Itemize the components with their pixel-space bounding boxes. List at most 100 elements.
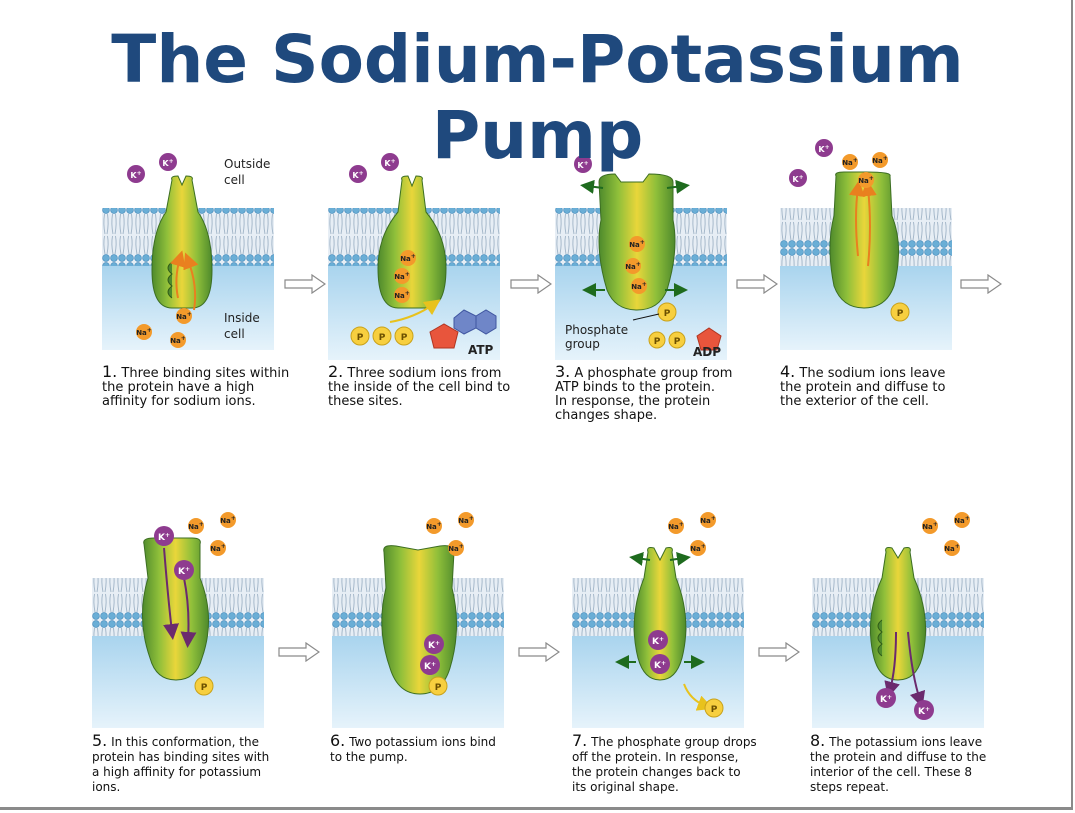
svg-text:K+: K+ xyxy=(428,640,440,651)
adp-molecule: P P ADP xyxy=(648,327,722,359)
sodium-ion: Na+ xyxy=(394,287,410,303)
potassium-ion: K+ xyxy=(159,153,177,171)
svg-text:Na+: Na+ xyxy=(954,515,970,525)
sodium-ion: Na+ xyxy=(858,172,874,188)
svg-text:P: P xyxy=(711,705,718,715)
step-8-caption: 8. The potassium ions leave the protein … xyxy=(810,731,987,795)
step-number: 8. xyxy=(810,731,826,750)
step-number: 1. xyxy=(102,362,118,381)
sodium-ion: Na+ xyxy=(842,154,858,170)
phosphate-label-2: group xyxy=(565,337,600,351)
svg-text:K+: K+ xyxy=(652,636,664,647)
svg-text:Na+: Na+ xyxy=(426,521,442,531)
sodium-ion: Na+ xyxy=(136,324,152,340)
phosphate-released: P xyxy=(704,698,724,718)
svg-text:K+: K+ xyxy=(880,694,892,705)
sodium-ion: Na+ xyxy=(922,518,938,534)
svg-text:K+: K+ xyxy=(162,158,173,168)
svg-text:Na+: Na+ xyxy=(872,155,888,165)
svg-text:P: P xyxy=(664,309,671,319)
svg-text:Na+: Na+ xyxy=(668,521,684,531)
sodium-ion: Na+ xyxy=(944,540,960,556)
potassium-ion: K+ xyxy=(174,560,194,580)
svg-text:Na+: Na+ xyxy=(944,543,960,553)
svg-text:K+: K+ xyxy=(654,660,666,671)
inside-label-1: Inside xyxy=(224,311,260,325)
step-arrow-4 xyxy=(960,274,1002,294)
step-number: 3. xyxy=(555,362,571,381)
step-number: 4. xyxy=(780,362,796,381)
svg-text:P: P xyxy=(201,683,208,693)
title-line-1: The Sodium-Potassium xyxy=(111,21,964,98)
title-line-2: Pump xyxy=(431,97,644,174)
svg-text:Na+: Na+ xyxy=(136,327,152,337)
svg-text:K+: K+ xyxy=(352,170,363,180)
svg-text:K+: K+ xyxy=(818,144,829,154)
svg-text:K+: K+ xyxy=(918,706,930,717)
step-arrow-5 xyxy=(278,642,320,662)
potassium-ion: K+ xyxy=(914,700,934,720)
potassium-ion: K+ xyxy=(381,153,399,171)
step-4-caption: 4. The sodium ions leave the protein and… xyxy=(780,362,946,409)
svg-text:P: P xyxy=(897,309,904,319)
sodium-ion: Na+ xyxy=(954,512,970,528)
potassium-ion: K+ xyxy=(127,165,145,183)
phosphate-bound: P xyxy=(890,302,910,322)
atp-molecule: P P P ATP xyxy=(350,309,497,357)
svg-text:K+: K+ xyxy=(424,661,436,672)
sodium-ion: Na+ xyxy=(448,540,464,556)
step-number: 7. xyxy=(572,731,588,750)
sodium-ion: Na+ xyxy=(872,152,888,168)
svg-text:Na+: Na+ xyxy=(629,239,645,249)
svg-text:Na+: Na+ xyxy=(400,253,416,263)
sodium-ion: Na+ xyxy=(631,278,647,294)
svg-text:Na+: Na+ xyxy=(394,290,410,300)
sodium-ion: Na+ xyxy=(188,518,204,534)
step-1-diagram: Outside cell Inside cell K+ K+ Na+ Na+ N… xyxy=(102,150,274,350)
potassium-ion: K+ xyxy=(650,654,670,674)
step-number: 2. xyxy=(328,362,344,381)
sodium-ion: Na+ xyxy=(210,540,226,556)
potassium-ion: K+ xyxy=(789,169,807,187)
svg-text:P: P xyxy=(401,333,408,343)
sodium-ion: Na+ xyxy=(690,540,706,556)
step-7-caption: 7. The phosphate group drops off the pro… xyxy=(572,731,757,795)
svg-text:Na+: Na+ xyxy=(210,543,226,553)
svg-text:K+: K+ xyxy=(158,532,170,543)
step-6-diagram: K+ K+ Na+ Na+ Na+ P xyxy=(332,508,504,728)
potassium-ion: K+ xyxy=(574,155,592,173)
phosphate-bound: P xyxy=(657,302,677,322)
inside-label-2: cell xyxy=(224,327,245,341)
step-2-caption: 2. Three sodium ions from the inside of … xyxy=(328,362,511,409)
step-5-caption: 5. In this conformation, the protein has… xyxy=(92,731,270,795)
step-7-diagram: K+ K+ Na+ Na+ Na+ P xyxy=(572,508,744,728)
atp-label: ATP xyxy=(468,343,494,357)
svg-text:Na+: Na+ xyxy=(188,521,204,531)
svg-text:P: P xyxy=(357,333,364,343)
svg-text:Na+: Na+ xyxy=(690,543,706,553)
step-4-diagram: Na+ Na+ Na+ K+ K+ P xyxy=(780,136,952,350)
svg-text:K+: K+ xyxy=(384,158,395,168)
svg-text:Na+: Na+ xyxy=(842,157,858,167)
svg-text:Na+: Na+ xyxy=(170,335,186,345)
step-8-diagram: K+ K+ Na+ Na+ Na+ xyxy=(812,508,984,728)
phosphate-bound: P xyxy=(428,676,448,696)
svg-text:Na+: Na+ xyxy=(220,515,236,525)
sodium-ion: Na+ xyxy=(668,518,684,534)
adp-label: ADP xyxy=(693,345,721,359)
step-arrow-6 xyxy=(518,642,560,662)
svg-text:Na+: Na+ xyxy=(858,175,874,185)
sodium-ion: Na+ xyxy=(458,512,474,528)
svg-text:Na+: Na+ xyxy=(394,271,410,281)
svg-text:P: P xyxy=(379,333,386,343)
phosphate-bound: P xyxy=(194,676,214,696)
potassium-ion: K+ xyxy=(420,655,440,675)
sodium-ion: Na+ xyxy=(700,512,716,528)
outside-label-2: cell xyxy=(224,173,245,187)
svg-text:Na+: Na+ xyxy=(922,521,938,531)
outside-label-1: Outside xyxy=(224,157,270,171)
step-6-caption: 6. Two potassium ions bind to the pump. xyxy=(330,731,496,765)
sodium-ion: Na+ xyxy=(625,258,641,274)
page-title: The Sodium-Potassium Pump xyxy=(0,22,1075,174)
svg-text:P: P xyxy=(654,337,661,347)
